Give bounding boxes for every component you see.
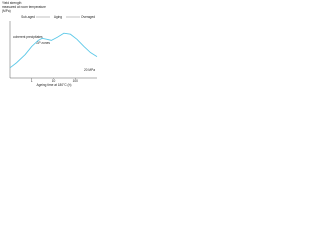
x-title: Ageing time at 180°C (h) [37,83,72,87]
x-tick-label: 10 [52,79,56,83]
y-title: (MPa) [2,9,11,13]
annotation: GP zones [36,41,50,45]
x-tick-label: 100 [73,79,79,83]
x-tick-label: 1 [31,79,33,83]
region-label: Sub-aged [21,15,35,19]
region-label: Aging [54,15,62,19]
chart: Yield strength measured at room temperat… [2,1,98,87]
y-title: Yield strength [2,1,22,5]
scale-note: 20 MPa [84,68,95,72]
region-label: Overaged [81,15,95,19]
y-title: measured at room temperature [2,5,46,9]
annotation: coherent precipitates [13,35,43,39]
data-line [9,32,98,69]
